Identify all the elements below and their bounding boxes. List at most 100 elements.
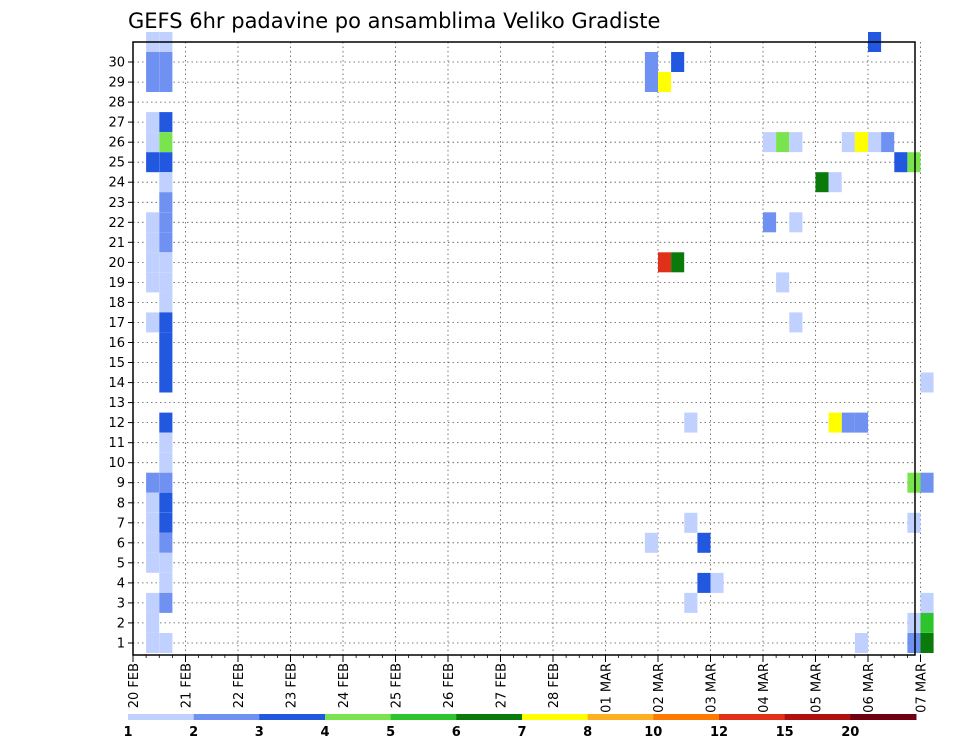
colorbar-swatch [522,714,589,720]
y-tick-label: 30 [108,56,125,71]
x-tick-label: 25 FEB [390,663,405,708]
heatmap-cell [763,212,777,233]
heatmap-cell [828,412,842,433]
heatmap-cell [159,292,173,313]
y-tick-label: 26 [108,136,125,151]
y-tick-label: 4 [117,576,125,591]
colorbar: 1 2 3 4 5 6 7 8 10 12 15 20 [123,714,917,740]
colorbar-swatch [587,714,654,720]
heatmap-cell [159,532,173,553]
y-tick-label: 10 [108,456,125,471]
heatmap-cell [159,472,173,493]
colorbar-label: 15 [776,725,794,740]
y-tick-label: 13 [108,396,125,411]
y-tick-label: 16 [108,336,125,351]
heatmap-cell [907,512,921,533]
heatmap-cell [146,252,160,273]
colorbar-label: 20 [841,725,859,740]
heatmap-cell [159,72,173,92]
y-tick-label: 2 [117,616,125,631]
heatmap-cell [697,572,711,593]
heatmap-cell [146,472,160,493]
y-tick-label: 15 [108,356,125,371]
x-tick-label: 24 FEB [337,663,352,708]
heatmap-cell [159,572,173,593]
heatmap-cell [159,172,173,193]
colorbar-label: 3 [255,725,264,740]
heatmap-cell [920,372,934,393]
heatmap-cell [671,252,685,273]
colorbar-label: 8 [583,725,592,740]
x-tick-label: 07 MAR [915,663,930,713]
heatmap-cell [789,132,803,153]
colorbar-swatch [390,714,457,720]
heatmap-cell [907,633,921,653]
y-tick-label: 3 [117,596,125,611]
heatmap-cell [159,52,173,72]
y-tick-label: 1 [117,637,125,652]
colorbar-swatch [719,714,786,720]
colorbar-label: 7 [517,725,526,740]
heatmap-cell [894,152,908,173]
heatmap-cell [159,112,173,133]
x-tick-label: 26 FEB [442,663,457,708]
colorbar-label: 6 [452,725,461,740]
y-tick-label: 7 [117,516,125,531]
heatmap-cell [159,232,173,253]
heatmap-cell [146,52,160,72]
colorbar-label: 10 [644,725,662,740]
colorbar-swatch [456,714,523,720]
y-tick-label: 28 [108,96,125,111]
heatmap-cell [159,432,173,453]
heatmap-cell [841,412,855,433]
heatmap-cell [658,72,672,92]
heatmap-cell [644,52,658,72]
y-tick-label: 19 [108,276,125,291]
heatmap-cell [159,492,173,513]
plot-frame [132,41,916,656]
heatmap-cell [159,633,173,653]
y-tick-label: 18 [108,296,125,311]
heatmap-cell [684,592,698,613]
x-tick-label: 05 MAR [810,663,825,713]
y-tick-label: 21 [108,236,125,251]
heatmap-cell [776,272,790,293]
y-tick-label: 23 [108,196,125,211]
heatmap-cell [146,112,160,133]
heatmap-cell [763,132,777,153]
heatmap-cell [146,633,160,653]
colorbar-swatch [259,714,326,720]
colorbar-swatch [653,714,720,720]
y-tick-label: 9 [117,476,125,491]
heatmap-cell [146,212,160,233]
y-tick-label: 25 [108,156,125,171]
heatmap-cell [146,232,160,253]
heatmap-cell [159,272,173,293]
colorbar-swatch [193,714,260,720]
data-cells [146,32,934,653]
heatmap-cell [146,532,160,553]
y-tick-label: 12 [108,416,125,431]
heatmap-cell [920,472,934,493]
heatmap-cell [644,532,658,553]
x-tick-label: 06 MAR [862,663,877,713]
heatmap-cell [854,633,868,653]
heatmap-cell [854,132,868,153]
heatmap-cell [159,372,173,393]
heatmap-cell [159,332,173,353]
heatmap-cell [146,592,160,613]
heatmap-cell [159,152,173,173]
heatmap-cell [159,132,173,153]
x-tick-label: 04 MAR [757,663,772,713]
heatmap-cell [881,132,895,153]
y-tick-label: 17 [108,316,125,331]
heatmap-cell [920,612,934,633]
y-tick-label: 24 [108,176,125,191]
x-tick-label: 21 FEB [180,663,195,708]
heatmap-cell [159,312,173,333]
heatmap-cell [159,412,173,433]
heatmap-cell [159,592,173,613]
x-tick-label: 23 FEB [285,663,300,708]
heatmap-cell [159,252,173,273]
